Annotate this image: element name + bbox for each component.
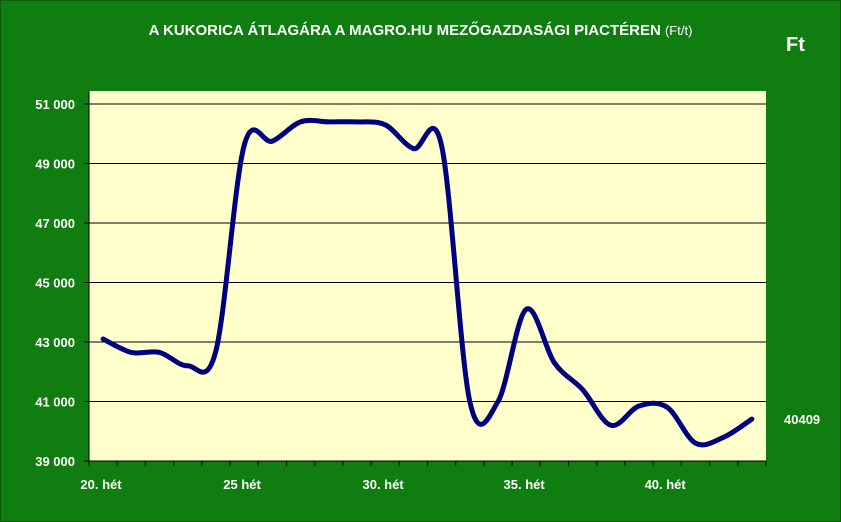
x-axis-ticks: 20. hét 25 hét 30. hét 35. hét 40. hét: [80, 461, 767, 492]
y-tick-label: 47 000: [35, 216, 75, 231]
y-axis-ticks: 39 000 41 000 43 000 45 000 47 000 49 000 51 0…: [35, 97, 89, 469]
y-tick-label: 39 000: [35, 454, 75, 469]
y-axis-unit-label: Ft: [786, 34, 805, 56]
chart-title: A KUKORICA ÁTLAGÁRA A MAGRO.HU MEZŐGAZDA…: [0, 22, 841, 39]
x-tick-label: 25 hét: [223, 477, 261, 492]
x-tick-label: 35. hét: [504, 477, 546, 492]
y-tick-label: 49 000: [35, 157, 75, 172]
x-tick-label: 20. hét: [80, 477, 122, 492]
y-tick-label: 51 000: [35, 97, 75, 112]
x-tick-label: 30. hét: [362, 477, 404, 492]
chart-title-text: A KUKORICA ÁTLAGÁRA A MAGRO.HU MEZŐGAZDA…: [148, 22, 661, 39]
last-value-label: 40409: [784, 412, 821, 427]
y-tick-label: 43 000: [35, 335, 75, 350]
chart-title-unit: (Ft/t): [664, 23, 693, 38]
plot-area: [89, 91, 766, 461]
x-tick-label: 40. hét: [645, 477, 687, 492]
y-tick-label: 45 000: [35, 276, 75, 291]
y-tick-label: 41 000: [35, 395, 75, 410]
series-line: [100, 117, 755, 448]
